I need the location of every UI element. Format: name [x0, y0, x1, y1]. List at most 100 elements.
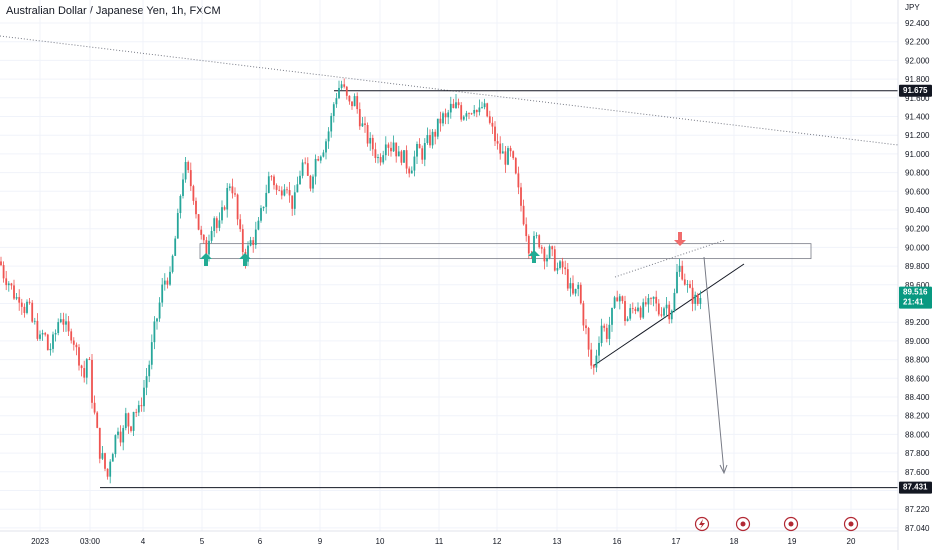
candle-body: [195, 200, 197, 215]
candle-body: [28, 301, 31, 303]
candle-body: [267, 176, 270, 193]
y-tick-label: 90.000: [905, 243, 930, 252]
projection-arrow-line[interactable]: [703, 256, 725, 473]
economic-event-icon[interactable]: [783, 516, 799, 532]
candle-body: [618, 296, 621, 302]
candle-body: [26, 301, 28, 313]
candle-body: [5, 278, 8, 286]
candle-body: [512, 151, 515, 159]
candle-body: [62, 319, 65, 325]
resistance-zone[interactable]: [199, 243, 812, 260]
trendline-upper[interactable]: [0, 35, 899, 146]
candle-body: [473, 109, 476, 114]
candle-body: [247, 245, 249, 262]
candle-body: [127, 413, 130, 427]
candle-body: [663, 308, 665, 316]
candle-body: [345, 86, 348, 96]
candle-body: [579, 284, 582, 304]
candle-body: [423, 143, 426, 160]
price-axis[interactable]: JPY 92.400 92.200 92.000 91.800 91.600 91.400…: [897, 0, 932, 550]
candle-body: [465, 113, 468, 117]
candle-body: [205, 240, 208, 255]
y-tick-label: 88.400: [905, 393, 930, 402]
candle-body: [200, 229, 203, 235]
candle-body: [18, 297, 21, 303]
candle-body: [213, 218, 216, 232]
candle-body: [88, 359, 91, 360]
time-axis[interactable]: 2023 03:00 4 5 6 9 10 11 12 13 16 17 18 19 20: [0, 530, 898, 546]
economic-event-icon[interactable]: [843, 516, 859, 532]
level-price-tag-text: 91.675: [903, 86, 928, 95]
x-tick-label: 10: [376, 537, 385, 546]
candle-body: [270, 176, 273, 178]
candle-body: [80, 365, 83, 369]
candle-body: [569, 283, 572, 289]
candle-body: [156, 318, 158, 322]
candle-body: [304, 162, 307, 164]
candle-body: [629, 308, 632, 319]
x-tick-label: 9: [318, 537, 323, 546]
candle-body: [595, 355, 598, 368]
candle-body: [161, 284, 164, 303]
candle-body: [696, 294, 699, 304]
candle-body: [436, 118, 439, 137]
candle-body: [452, 103, 455, 108]
candle-body: [75, 344, 78, 348]
x-tick-label: 5: [200, 537, 205, 546]
candle-body: [369, 137, 372, 144]
projection-arrowhead: [719, 464, 728, 475]
candle-body: [67, 321, 70, 332]
candle-body: [226, 187, 229, 210]
candle-body: [468, 113, 470, 115]
y-tick-label: 92.400: [905, 19, 930, 28]
candle-body: [322, 152, 325, 157]
y-tick-label: 89.600: [905, 281, 930, 290]
candle-body: [540, 247, 543, 249]
candle-body: [210, 231, 213, 241]
candle-body: [332, 104, 335, 116]
x-tick-label: 12: [493, 537, 502, 546]
candle-body: [348, 95, 351, 102]
drawings[interactable]: [0, 35, 899, 489]
candle-body: [137, 405, 140, 413]
x-tick-label: 4: [141, 537, 146, 546]
candle-body: [496, 141, 499, 144]
candle-body: [683, 279, 686, 285]
candle-body: [475, 109, 478, 113]
y-tick-label: 91.200: [905, 131, 930, 140]
candle-body: [494, 126, 496, 142]
candle-body: [7, 283, 10, 286]
y-tick-label: 91.400: [905, 113, 930, 122]
candle-body: [223, 207, 226, 210]
candle-body: [543, 248, 546, 262]
up-arrow-icon: [239, 253, 251, 266]
candle-body: [431, 131, 434, 146]
candle-body: [158, 302, 161, 319]
candle-body: [585, 325, 587, 329]
candle-body: [655, 296, 658, 304]
y-tick-label: 91.000: [905, 150, 930, 159]
candle-body: [699, 298, 702, 304]
candle-body: [184, 161, 187, 180]
candle-body: [85, 359, 88, 378]
candle-body: [371, 137, 374, 150]
candle-body: [559, 261, 561, 269]
candle-body: [353, 96, 356, 107]
candle-body: [657, 303, 660, 315]
events[interactable]: [694, 516, 859, 532]
y-tick-label: 88.600: [905, 374, 930, 383]
candle-body: [600, 325, 603, 343]
candle-body: [504, 151, 507, 165]
y-tick-label: 90.600: [905, 187, 930, 196]
candle-body: [442, 113, 444, 124]
candle-body: [678, 265, 681, 272]
candle-body: [358, 109, 361, 127]
lightning-event-icon[interactable]: [694, 516, 710, 532]
candle-body: [0, 261, 2, 266]
y-tick-label: 87.220: [905, 505, 930, 514]
candle-body: [93, 402, 96, 413]
economic-event-icon[interactable]: [735, 516, 751, 532]
wedge-upper-line[interactable]: [614, 239, 726, 278]
candle-body: [434, 131, 437, 137]
